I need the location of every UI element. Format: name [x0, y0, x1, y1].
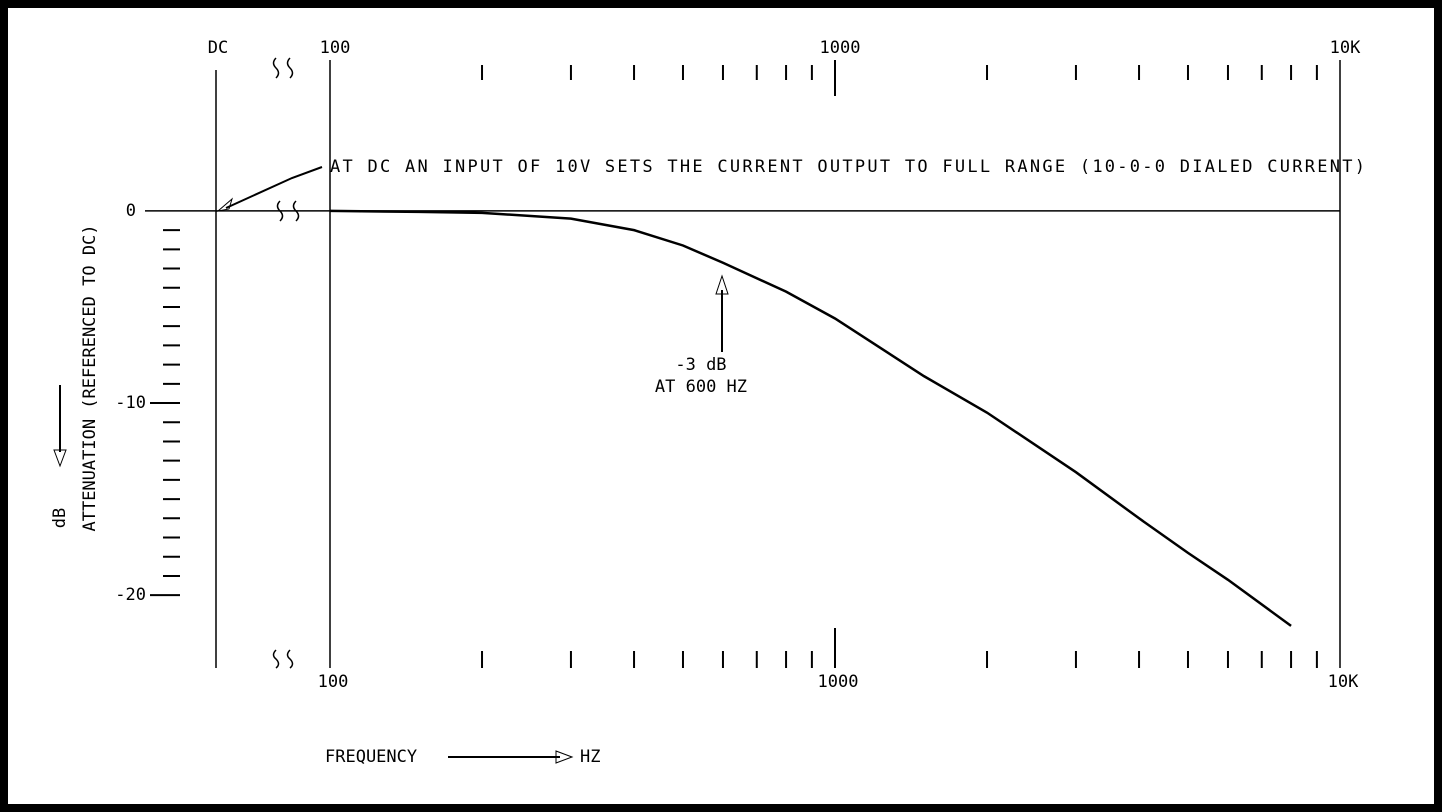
annotation: AT 600 HZ	[655, 377, 747, 397]
annotation-arrow	[225, 166, 323, 209]
arrowhead	[216, 197, 233, 212]
x-tick-label: 10K	[1330, 38, 1361, 58]
y-tick-label: -20	[115, 585, 146, 605]
x-axis-label: FREQUENCY	[325, 747, 417, 767]
y-axis-label: ATTENUATION (REFERENCED TO DC)	[80, 224, 100, 531]
arrowhead	[53, 449, 67, 468]
line-series	[329, 209, 1292, 627]
y-axis-unit: dB	[50, 508, 70, 528]
annotation: AT DC AN INPUT OF 10V SETS THE CURRENT O…	[330, 157, 1365, 177]
x-tick-label: 1000	[820, 38, 861, 58]
y-tick-label: -10	[115, 393, 146, 413]
x-axis-unit: HZ	[580, 747, 600, 767]
x-tick-label: 10K	[1328, 672, 1359, 692]
x-tick-label: 1000	[818, 672, 859, 692]
dc-label: DC	[208, 38, 228, 58]
y-tick-label: 0	[126, 201, 136, 221]
arrowhead	[715, 274, 729, 295]
x-tick-label: 100	[320, 38, 351, 58]
annotation: -3 dB	[675, 355, 726, 375]
x-tick-label: 100	[318, 672, 349, 692]
arrowhead	[555, 750, 574, 764]
